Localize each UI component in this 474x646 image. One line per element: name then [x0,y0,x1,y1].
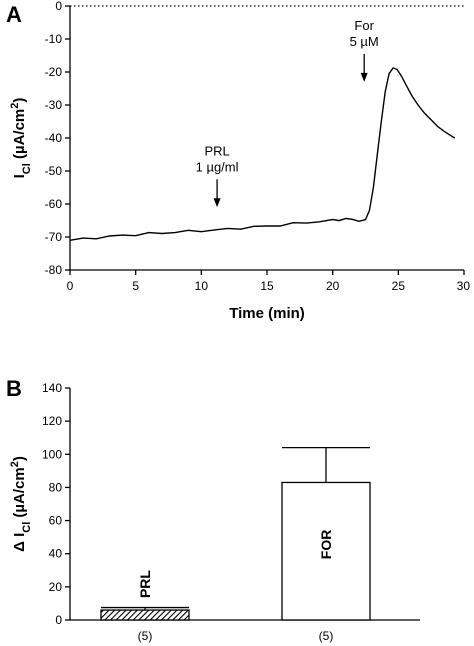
panel-a-trace [69,67,456,241]
panel-a-y-title-unit: (µA/cm [11,109,28,164]
panel-b-letter: B [6,376,22,401]
panel-a-x-tick-label: 10 [195,279,209,293]
panel-a-x-title: Time (min) [229,305,305,322]
panel-b: B 0 20 40 60 80 100 120 140 PRL FOR (5) (5) Δ ICl… [6,376,420,643]
bar [281,481,371,621]
panel-b-x-tick-label: (5) [138,629,153,643]
annotation-arrow-head [213,198,221,208]
panel-a-y-tick-label: -20 [45,65,63,79]
panel-b-x-tick-label: (5) [319,629,334,643]
panel-a-x-tick-label: 20 [326,279,340,293]
panel-a-x-tick-label: 25 [392,279,406,293]
panel-b-y-tick-label: 40 [49,547,63,561]
panel-a-y-tick-label: -40 [45,131,63,145]
panel-a-y-axis: 0 -10 -20 -30 -40 -50 -60 -70 -80 [45,0,71,277]
panel-a-y-title: ICl (µA/cm2) [9,98,33,179]
panel-b-y-tick-label: 80 [49,480,63,494]
panel-a-y-tick-label: -70 [45,230,63,244]
panel-b-y-tick-label: 100 [42,447,62,461]
panel-a-y-tick-label: 0 [55,0,62,13]
panel-b-y-tick-label: 140 [42,381,62,395]
panel-b-y-tick-label: 0 [55,613,62,627]
panel-b-y-tick-label: 20 [49,580,63,594]
panel-b-y-title-close: ) [11,456,28,461]
panel-a-x-tick-label: 0 [67,279,74,293]
panel-a-y-title-sup: 2 [9,103,21,109]
panel-a: A 0 -10 -20 -30 -40 -50 -60 -70 -80 0 5 10 15 20 25 30… [6,0,470,322]
annotation-arrow-head [360,72,368,82]
panel-b-y-title-sub: Cl [21,522,33,533]
annotation-line2: 1 µg/ml [196,159,239,174]
panel-a-y-title-main: I [11,174,28,178]
panel-a-y-tick-label: -30 [45,98,63,112]
panel-a-y-tick-label: -60 [45,197,63,211]
panel-b-y-title-prefix: Δ I [11,533,28,552]
panel-b-y-tick-label: 60 [49,514,63,528]
panel-b-y-title: Δ ICl (µA/cm2) [9,456,33,552]
panel-a-y-tick-label: -80 [45,263,63,277]
panel-a-letter: A [6,2,22,27]
panel-a-y-tick-label: -50 [45,164,63,178]
panel-a-x-axis: 0 5 10 15 20 25 30 [67,269,471,293]
panel-b-x-labels: (5) (5) [138,629,334,643]
panel-a-x-tick-label: 30 [457,279,471,293]
panel-b-y-title-unit: (µA/cm [11,467,28,522]
bar [100,609,190,621]
annotation-line2: 5 µM [350,34,379,49]
panel-a-x-tick-label: 15 [260,279,274,293]
panel-a-y-title-close: ) [11,98,28,103]
bar-label: PRL [137,570,153,598]
panel-a-y-tick-label: -10 [45,32,63,46]
panel-b-y-title-sup: 2 [9,461,21,467]
panel-b-bars: PRL FOR [100,447,371,621]
annotation-line1: For [354,18,374,33]
bar-label: FOR [318,530,334,560]
annotation-line1: PRL [204,143,229,158]
panel-a-x-tick-label: 5 [132,279,139,293]
panel-a-y-title-sub: Cl [21,163,33,174]
panel-b-y-tick-label: 120 [42,414,62,428]
